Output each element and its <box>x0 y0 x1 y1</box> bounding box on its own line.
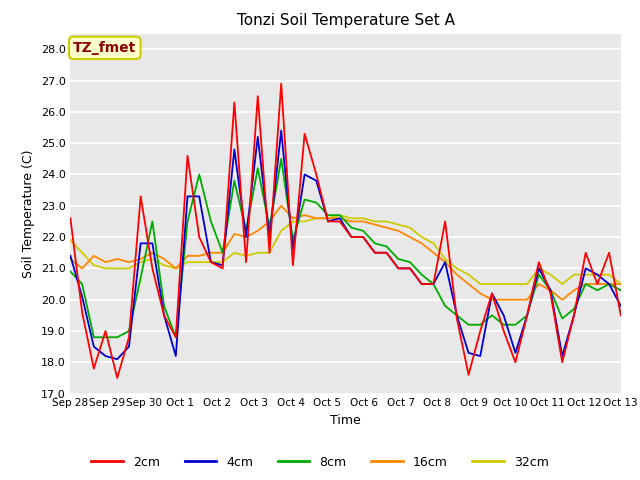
Y-axis label: Soil Temperature (C): Soil Temperature (C) <box>22 149 35 278</box>
Legend: 2cm, 4cm, 8cm, 16cm, 32cm: 2cm, 4cm, 8cm, 16cm, 32cm <box>86 451 554 474</box>
Title: Tonzi Soil Temperature Set A: Tonzi Soil Temperature Set A <box>237 13 454 28</box>
X-axis label: Time: Time <box>330 414 361 427</box>
Text: TZ_fmet: TZ_fmet <box>73 41 136 55</box>
